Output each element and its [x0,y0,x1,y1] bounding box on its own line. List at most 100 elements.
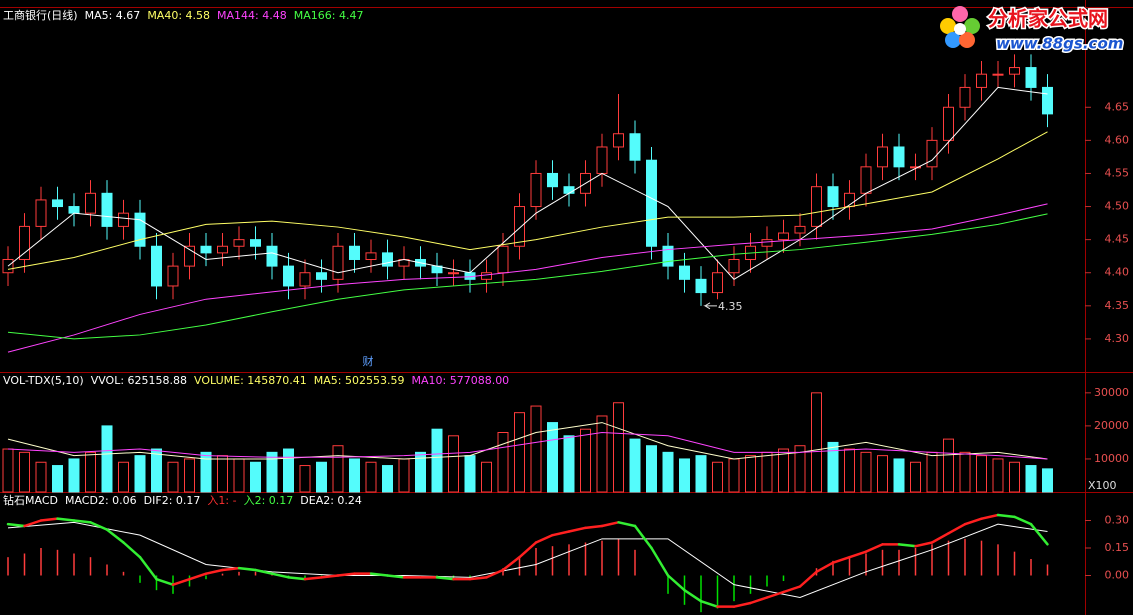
candle-body [19,225,30,260]
y-tick-label: 0.30 [1105,514,1130,527]
volume-bar [926,451,938,493]
candle-body [35,199,47,227]
dif-segment [980,513,1000,520]
dif-segment [39,517,59,522]
candle-body [316,272,327,280]
y-tick-label: 4.30 [1105,332,1130,345]
candle-body [662,245,674,267]
volume-bar [629,438,641,493]
candle-body [101,192,113,227]
candle-body [167,265,179,287]
volume-bar [1025,465,1037,493]
candle-body [943,106,954,141]
y-tick-label: 4.60 [1105,133,1130,146]
volume-bar [464,455,476,493]
candle-body [68,206,80,214]
volume-bar [431,428,443,493]
volume-bar [992,458,1004,493]
dif-segment [237,566,257,572]
volume-bar [134,455,146,493]
candle-body [233,239,245,247]
volume-bar [580,428,591,493]
volume-bar [332,445,344,493]
dif-segment [815,561,835,574]
volume-bar [382,465,393,493]
volume-bar [233,458,245,493]
volume-bar [299,465,311,493]
dif-segment [435,576,455,581]
dif-segment [732,601,752,608]
y-tick-label: 4.50 [1105,200,1130,213]
legend-text: DIF2: 0.17 [144,494,201,507]
volume-bar [959,451,971,493]
dif-segment [6,522,26,528]
legend-text: DEA2: 0.24 [300,494,362,507]
dif-segment [270,572,290,579]
volume-bar [1009,461,1020,493]
dif-segment [138,555,158,581]
dif-segment [188,572,208,581]
candle-body [992,73,1004,76]
volume-bar [448,435,459,493]
candle-body [52,199,63,208]
logo-petal [952,6,968,22]
panel-title: VOL-TDX(5,10) [3,374,84,387]
candle-body [497,245,509,274]
candle-body [547,172,558,188]
candle-body [85,192,96,214]
ma-line [7,203,1048,353]
candle-body [1025,67,1037,88]
volume-bar [217,455,228,493]
dif-segment [171,577,191,586]
legend-text: VVOL: 625158.88 [91,374,187,387]
candle-body [877,146,888,168]
annotation-arrow [703,302,717,310]
dif-segment [518,541,538,559]
volume-bar [1042,468,1053,493]
dif-segment [485,568,505,579]
candle-body [712,272,723,294]
dif-segment [204,568,224,575]
dif-segment [666,574,686,592]
candle-body [695,278,707,294]
dif-segment [699,599,719,608]
dif-segment [765,590,785,599]
legend-text: MA40: 4.58 [147,9,210,22]
volume-bar [250,461,261,493]
dif-segment [633,524,653,550]
volume-bar [184,458,195,493]
panel-title: 工商银行(日线) [3,8,78,22]
candle-body [827,186,839,208]
candle-body [250,239,261,247]
candle-body [481,272,492,280]
dif-segment [897,543,917,548]
volume-bar [761,451,773,493]
dif-segment [930,532,950,544]
dif-segment [831,555,851,564]
y-tick-label: 10000 [1094,452,1129,465]
ma-line [7,131,1048,270]
volume-bar [646,445,657,493]
dif-segment [567,526,587,533]
dif-segment [386,574,406,579]
logo-petal [945,32,961,48]
candle-body [217,245,228,254]
volume-bar [514,412,525,493]
dea-line [7,521,1048,599]
volume-ma-line [7,431,1048,460]
dif-segment [683,588,703,603]
y-tick-label: 0.15 [1105,541,1130,554]
volume-bar [745,455,756,493]
logo-center [954,23,966,35]
volume-bar [266,451,278,493]
dif-segment [105,528,125,544]
volume-bar [200,451,212,493]
volume-bar [976,455,987,493]
dif-segment [336,572,356,577]
candle-body [184,245,195,267]
candle-body [893,146,905,168]
ma-line [7,213,1048,340]
dif-segment [650,546,670,577]
volume-bar [662,451,674,493]
event-marker: 财 [363,354,374,368]
